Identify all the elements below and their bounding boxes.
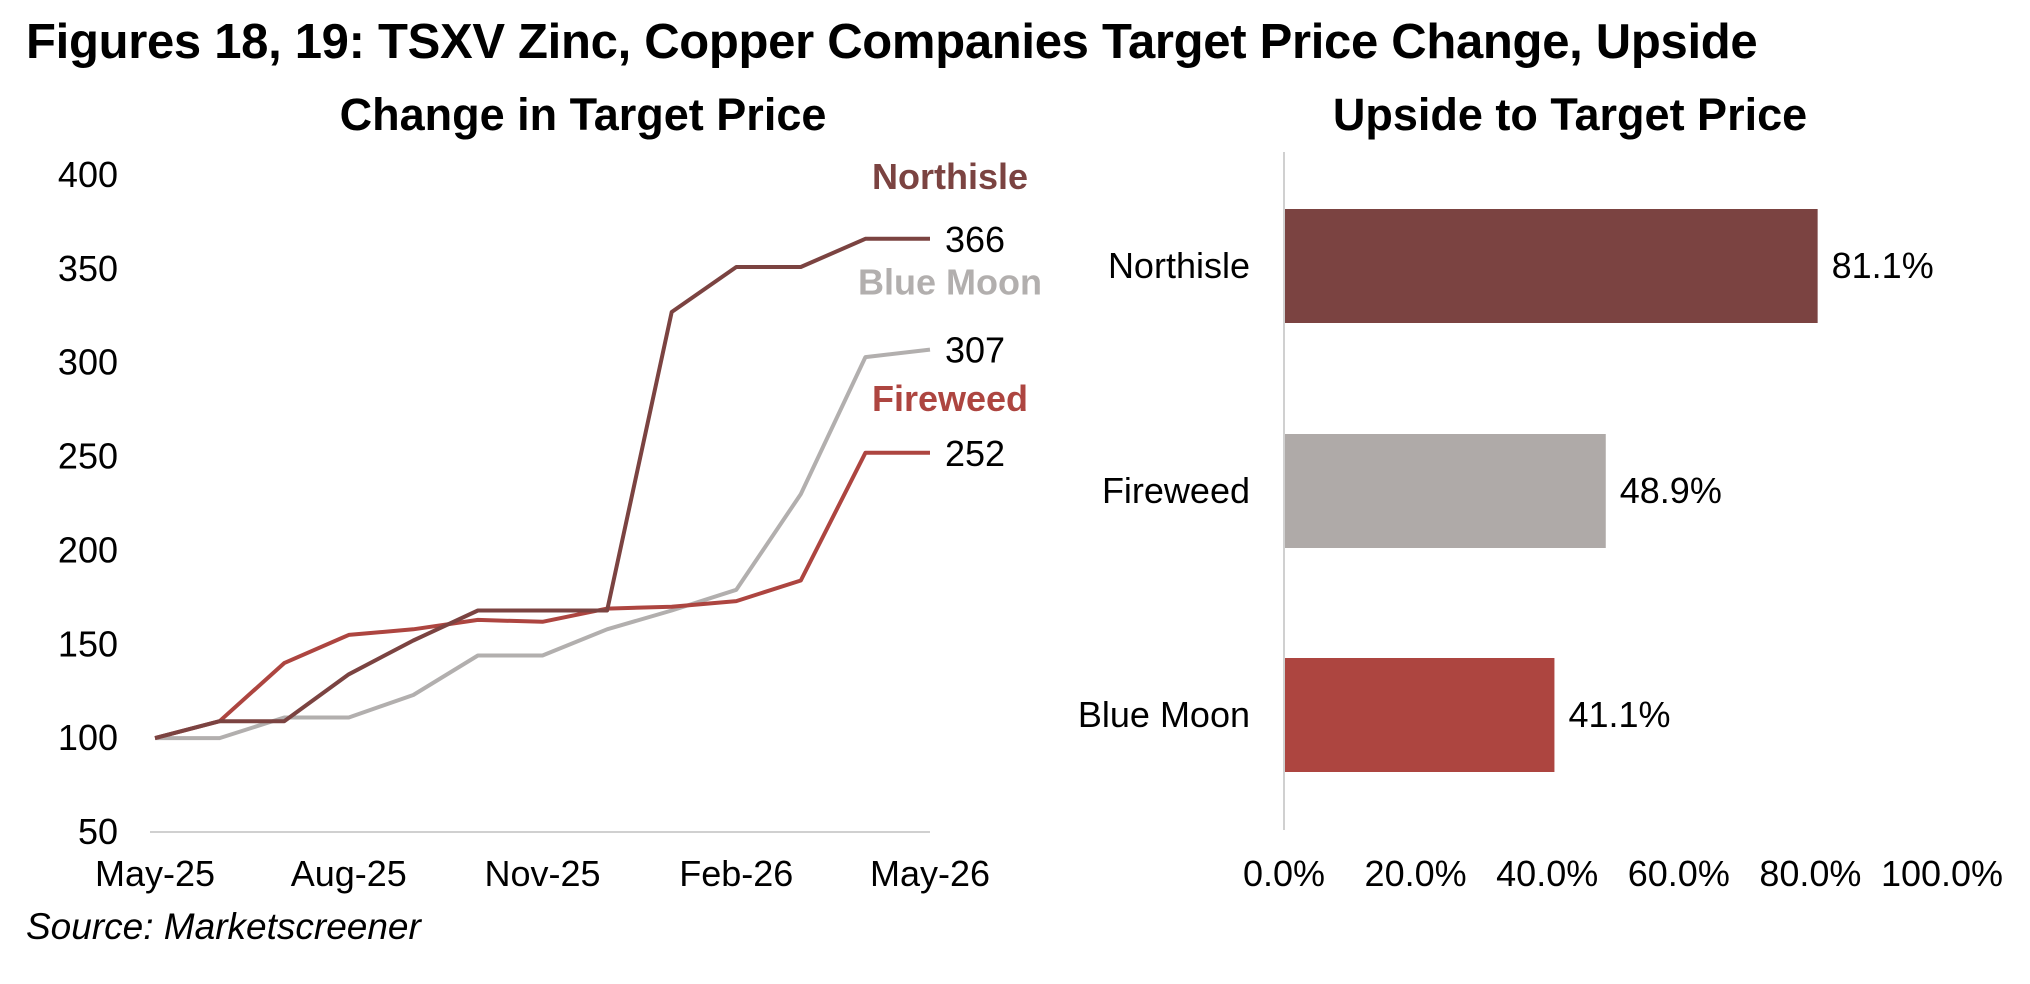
line-y-axis: 50 100 150 200 250 300 350 400 bbox=[58, 154, 118, 852]
line-y-tick-label: 400 bbox=[58, 154, 118, 195]
line-y-tick-label: 350 bbox=[58, 248, 118, 289]
end-value-northisle: 366 bbox=[945, 219, 1005, 260]
line-x-axis: May-25 Aug-25 Nov-25 Feb-26 May-26 bbox=[95, 853, 990, 894]
bar-chart: Upside to Target Price Northisle 81.1% Fir… bbox=[1078, 89, 2003, 894]
line-y-tick-label: 300 bbox=[58, 342, 118, 383]
bar-x-tick-label: 40.0% bbox=[1496, 853, 1598, 894]
line-x-tick-label: May-26 bbox=[870, 853, 990, 894]
bar-category-label: Blue Moon bbox=[1078, 694, 1250, 735]
end-value-blue-moon: 307 bbox=[945, 330, 1005, 371]
line-series-labels: 366 Northisle 307 Blue Moon 252 Fireweed bbox=[858, 156, 1042, 474]
line-x-tick-label: Feb-26 bbox=[679, 853, 793, 894]
bar-category-label: Northisle bbox=[1108, 245, 1250, 286]
series-name-northisle: Northisle bbox=[872, 156, 1028, 197]
bar-x-tick-label: 0.0% bbox=[1243, 853, 1325, 894]
series-line-northisle bbox=[154, 236, 930, 741]
line-x-tick-label: Aug-25 bbox=[291, 853, 407, 894]
bar-northisle bbox=[1285, 209, 1818, 323]
line-x-tick-label: May-25 bbox=[95, 853, 215, 894]
bar-value-label: 81.1% bbox=[1832, 245, 1934, 286]
bar-x-tick-label: 80.0% bbox=[1759, 853, 1861, 894]
bar-fireweed bbox=[1285, 434, 1606, 548]
bar-chart-title: Upside to Target Price bbox=[1333, 89, 1807, 140]
series-name-fireweed: Fireweed bbox=[872, 378, 1028, 419]
bar-value-label: 48.9% bbox=[1620, 470, 1722, 511]
line-chart-title: Change in Target Price bbox=[340, 89, 827, 140]
end-value-fireweed: 252 bbox=[945, 433, 1005, 474]
bar-x-tick-label: 100.0% bbox=[1881, 853, 2003, 894]
line-y-tick-label: 250 bbox=[58, 436, 118, 477]
series-name-blue-moon: Blue Moon bbox=[858, 262, 1042, 303]
bar-blue-moon bbox=[1285, 658, 1555, 772]
line-x-tick-label: Nov-25 bbox=[484, 853, 600, 894]
bar-x-axis: 0.0% 20.0% 40.0% 60.0% 80.0% 100.0% bbox=[1243, 853, 2003, 894]
bars-group: Northisle 81.1% Fireweed 48.9% Blue Moon 41.1… bbox=[1078, 209, 1934, 772]
series-line-fireweed bbox=[154, 450, 930, 741]
line-y-tick-label: 50 bbox=[78, 811, 118, 852]
bar-category-label: Fireweed bbox=[1102, 470, 1250, 511]
bar-x-tick-label: 60.0% bbox=[1628, 853, 1730, 894]
line-chart: Change in Target Price 50 100 150 200 250 300… bbox=[58, 89, 1042, 894]
series-line-blue-moon bbox=[155, 347, 931, 741]
line-series-group bbox=[154, 236, 931, 741]
figure-title: Figures 18, 19: TSXV Zinc, Copper Compan… bbox=[26, 15, 1758, 69]
bar-x-tick-label: 20.0% bbox=[1365, 853, 1467, 894]
bar-value-label: 41.1% bbox=[1568, 694, 1670, 735]
line-y-tick-label: 200 bbox=[58, 529, 118, 570]
source-note: Source: Marketscreener bbox=[26, 906, 421, 947]
line-y-tick-label: 100 bbox=[58, 717, 118, 758]
line-y-tick-label: 150 bbox=[58, 623, 118, 664]
